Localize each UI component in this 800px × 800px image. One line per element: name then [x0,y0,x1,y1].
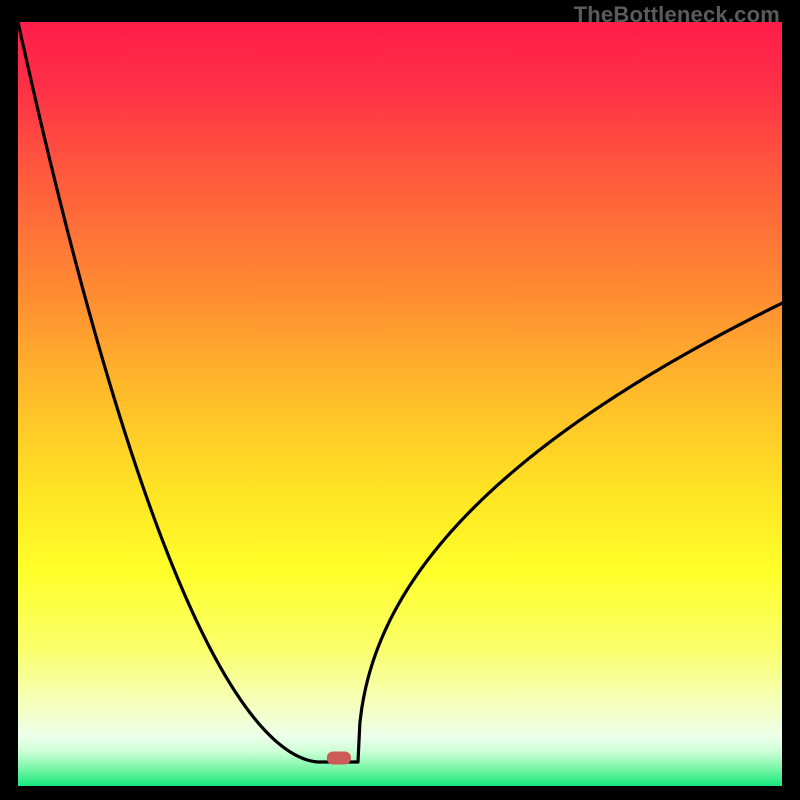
plot-background [18,22,782,786]
chart-frame: TheBottleneck.com [0,0,800,800]
optimum-marker [327,752,351,765]
bottleneck-chart [18,22,782,786]
